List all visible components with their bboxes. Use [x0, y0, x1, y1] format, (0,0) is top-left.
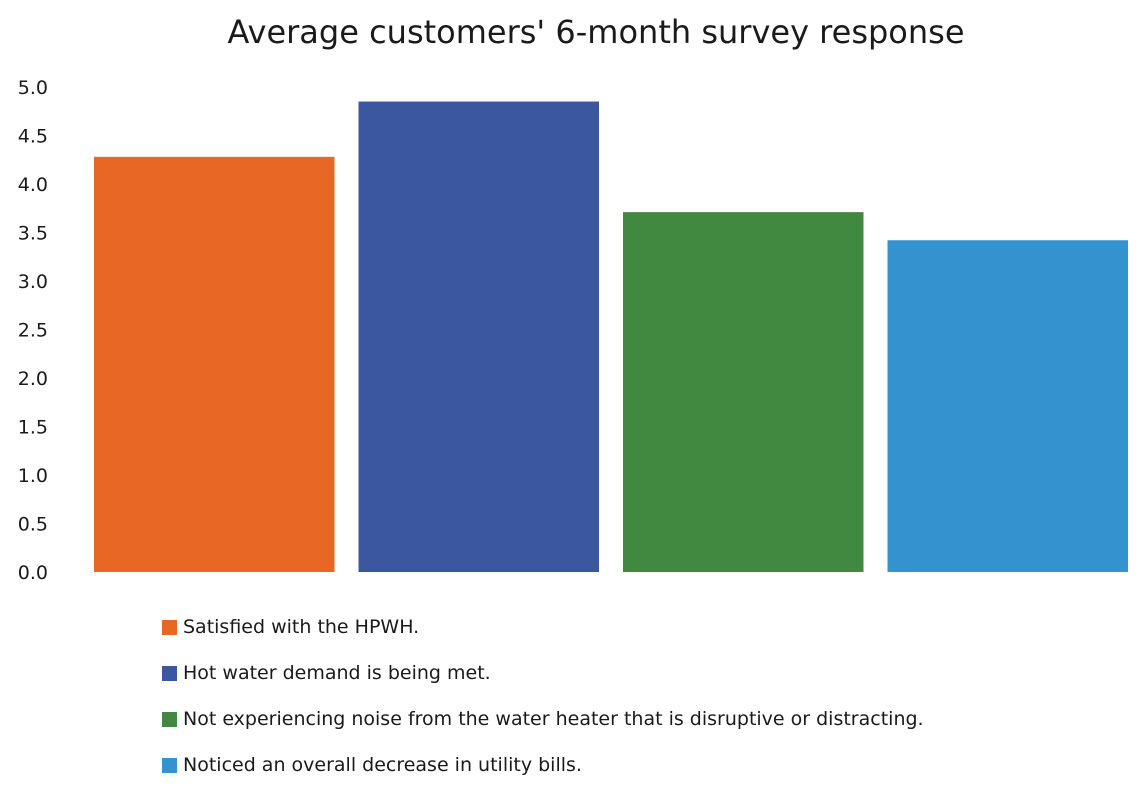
legend-item: Noticed an overall decrease in utility b…: [162, 750, 924, 780]
y-tick-label: 4.0: [18, 174, 48, 196]
bar-4: [887, 240, 1128, 572]
chart-legend: Satisfied with the HPWH. Hot water demand…: [162, 612, 924, 796]
chart-title: Average customers' 6-month survey respon…: [227, 13, 964, 51]
bar-3: [623, 212, 864, 572]
y-tick-label: 2.5: [18, 320, 48, 342]
y-tick-label: 3.5: [18, 223, 48, 245]
legend-item: Hot water demand is being met.: [162, 658, 924, 688]
legend-label: Noticed an overall decrease in utility b…: [183, 754, 582, 776]
y-tick-label: 2.0: [18, 368, 48, 390]
legend-swatch: [162, 711, 177, 727]
y-tick-label: 3.0: [18, 271, 48, 293]
legend-swatch: [162, 665, 177, 681]
y-axis: 0.0 0.5 1.0 1.5 2.0 2.5 3.0 3.5 4.0 4.5 5.0: [18, 77, 48, 584]
y-tick-label: 5.0: [18, 77, 48, 99]
bar-chart: Average customers' 6-month survey respon…: [18, 13, 1128, 584]
y-tick-label: 0.0: [18, 562, 48, 584]
legend-swatch: [162, 619, 177, 635]
legend-item: Not experiencing noise from the water he…: [162, 704, 924, 734]
bar-1: [94, 156, 335, 572]
legend-label: Satisfied with the HPWH.: [183, 616, 420, 638]
bar-series: [94, 101, 1128, 573]
legend-item: Satisfied with the HPWH.: [162, 612, 924, 642]
y-tick-label: 4.5: [18, 126, 48, 148]
y-tick-label: 1.0: [18, 465, 48, 487]
bar-2: [358, 101, 599, 573]
y-tick-label: 1.5: [18, 417, 48, 439]
legend-swatch: [162, 757, 177, 773]
legend-label: Hot water demand is being met.: [183, 662, 491, 684]
legend-label: Not experiencing noise from the water he…: [183, 708, 924, 730]
y-tick-label: 0.5: [18, 514, 48, 536]
